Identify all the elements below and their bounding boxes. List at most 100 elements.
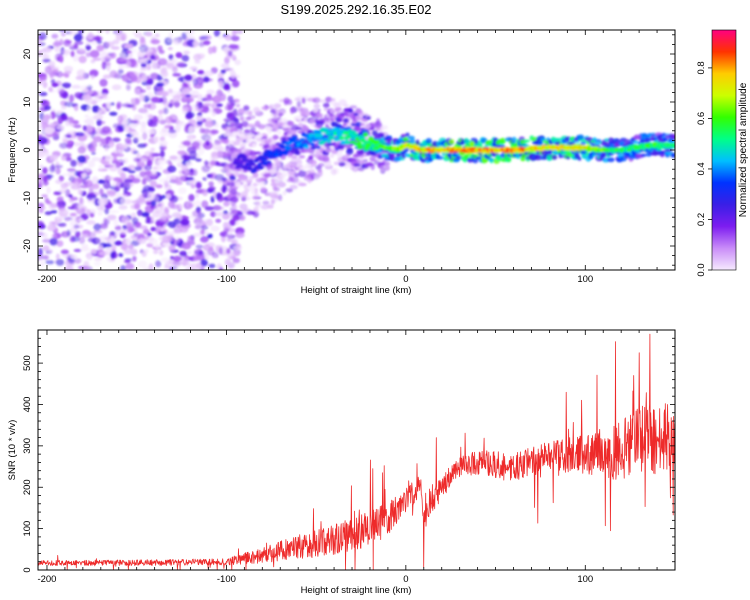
spectrogram-cell: [74, 141, 79, 147]
spectrogram-cell: [153, 249, 159, 255]
spectrogram-cell: [68, 30, 76, 36]
spectrogram-cell: [39, 91, 48, 97]
spectrogram-cell: [157, 58, 168, 66]
spectrogram-cell: [66, 140, 74, 145]
spectrogram-cell: [63, 210, 73, 215]
spectrogram-cell: [90, 141, 98, 149]
spectrogram-cell: [231, 79, 240, 88]
spectrogram-cell: [181, 32, 187, 40]
spectrogram-cell: [143, 103, 152, 109]
spectrogram-cell: [260, 186, 267, 192]
spectrogram-cell: [233, 140, 241, 146]
spectrogram-cell: [229, 175, 236, 181]
spectrogram-cell: [220, 69, 226, 74]
spectrogram-cell: [187, 238, 195, 244]
spectrogram-cell: [56, 196, 64, 202]
spectrogram-cell: [302, 125, 309, 132]
spectrogram-cell: [179, 258, 190, 266]
spectrogram-cell: [106, 101, 112, 110]
spectrogram-cell: [188, 119, 197, 127]
spectrogram-cell: [234, 59, 241, 66]
spectrogram-cell: [286, 146, 293, 151]
spectrogram-cell: [137, 260, 148, 269]
spectrogram-cell: [344, 140, 351, 145]
spectrogram-cell: [210, 211, 217, 218]
spectrogram-cell: [499, 137, 507, 144]
spectrogram-cell: [150, 226, 157, 232]
spectrogram-cell: [49, 157, 58, 162]
spectrogram-cell: [57, 222, 67, 227]
spectrogram-cell: [160, 95, 167, 104]
spectrogram-cell: [308, 139, 313, 143]
spectrogram-cell: [117, 64, 128, 69]
spectrogram-cell: [251, 188, 255, 195]
spectrogram-cell: [101, 88, 109, 96]
colorbar-gradient: [712, 30, 736, 270]
spectrogram-cell: [134, 203, 141, 210]
spectrogram-cell: [221, 185, 226, 194]
spectrogram-cell: [208, 186, 216, 191]
spectrogram-cell: [68, 119, 78, 127]
spectrogram-cell: [196, 115, 204, 122]
spectrogram-cell: [126, 60, 132, 68]
spectrogram-cell: [86, 256, 93, 261]
spectrogram-cell: [193, 232, 203, 237]
spectrogram-cell: [108, 164, 119, 172]
spectrogram-cell: [92, 136, 103, 143]
spectrogram-cell: [147, 232, 152, 237]
spectrogram-cell: [92, 57, 102, 61]
spectrogram-cell: [248, 176, 255, 180]
spectrogram-cell: [131, 217, 139, 225]
spectrogram-cell: [85, 52, 91, 58]
spectrogram-cell: [208, 181, 214, 187]
spectrogram-cell: [307, 176, 312, 184]
spectrogram-y-ticks: -20 -10 0 10 20: [22, 34, 675, 266]
spectrogram-cell: [49, 237, 58, 246]
spectrogram-cell: [328, 135, 335, 141]
spectrogram-cell: [183, 171, 194, 177]
spectrogram-cell: [337, 133, 344, 137]
spectrogram-cell: [660, 132, 667, 137]
spectrogram-cell: [165, 193, 172, 199]
spectrogram-cell: [163, 107, 169, 115]
spectrogram-cell: [239, 195, 247, 199]
spectrogram-cell: [104, 147, 109, 152]
spectrogram-cell: [179, 250, 188, 257]
spectrogram-cell: [123, 182, 134, 188]
spectrogram-cell: [78, 141, 85, 147]
spectrogram-cell: [511, 136, 517, 143]
spectrogram-cell: [251, 211, 257, 215]
spectrogram-cell: [185, 177, 195, 181]
spectrogram-cell: [317, 133, 324, 138]
spectrogram-cell: [74, 40, 84, 45]
spectrogram-cell: [64, 101, 74, 107]
spectrogram-cell: [206, 173, 212, 179]
spectrogram-cell: [123, 44, 133, 48]
spectrogram-cell: [230, 188, 237, 195]
spectrogram-cell: [261, 157, 268, 162]
spectrogram-cell: [38, 50, 43, 57]
spectrogram-cell: [224, 258, 232, 266]
spectrogram-cell: [113, 177, 121, 182]
spectrogram-cell: [138, 107, 148, 114]
spectrogram-cell: [41, 255, 50, 260]
spectrogram-cell: [248, 133, 255, 137]
spectrogram-cell: [225, 78, 230, 84]
x-tick-label: 0: [403, 574, 408, 585]
spectrogram-cell: [189, 263, 198, 270]
spectrogram-cell: [68, 176, 76, 182]
spectrogram-cell: [150, 54, 156, 61]
spectrogram-cell: [98, 164, 104, 170]
spectrogram-cell: [287, 120, 295, 127]
spectrogram-cell: [38, 184, 42, 190]
spectrogram-cell: [223, 84, 231, 91]
spectrogram-cell: [79, 196, 84, 205]
spectrogram-cell: [131, 200, 141, 204]
spectrogram-cell: [229, 219, 236, 226]
spectrogram-cell: [260, 204, 269, 210]
spectrogram-cell: [91, 105, 100, 113]
spectrogram-cell: [182, 87, 191, 95]
spectrogram-cell: [139, 171, 146, 178]
spectrogram-cell: [166, 62, 174, 70]
spectrogram-cell: [56, 240, 64, 247]
